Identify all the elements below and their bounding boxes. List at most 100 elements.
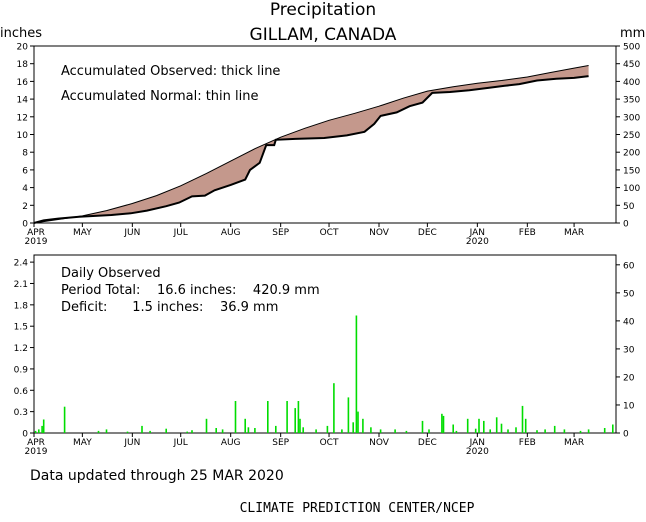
daily-bar xyxy=(234,401,237,433)
accumulated-observed-note: Accumulated Observed: thick line xyxy=(61,64,280,79)
credit-label: CLIMATE PREDICTION CENTER/NCEP xyxy=(240,501,475,516)
daily-bar xyxy=(603,428,606,433)
daily-bar xyxy=(442,415,445,433)
top-axis-month-label: AUG xyxy=(221,228,241,238)
daily-bar xyxy=(500,423,503,433)
top-right-axis-tick-label: 400 xyxy=(623,78,640,88)
bottom-axis-month-label: AUG xyxy=(221,438,241,448)
daily-panel: 00.30.60.91.21.51.82.12.4 0102030405060 … xyxy=(14,254,635,457)
right-unit-label: mm xyxy=(620,26,645,41)
daily-bar xyxy=(315,429,317,433)
daily-bar xyxy=(286,401,288,433)
daily-bar xyxy=(326,425,329,433)
daily-bar xyxy=(579,430,582,433)
bottom-right-axis-tick-label: 50 xyxy=(623,289,635,299)
daily-bar xyxy=(186,431,188,433)
accumulated-normal-note: Accumulated Normal: thin line xyxy=(61,89,259,104)
bottom-axis-month-label: DEC xyxy=(418,438,437,448)
daily-bars xyxy=(34,315,614,433)
bottom-left-axis-tick-label: 0.6 xyxy=(14,387,29,397)
top-left-axis-tick-label: 8 xyxy=(22,149,28,159)
top-left-axis-tick-label: 14 xyxy=(17,96,29,106)
chart-subtitle: GILLAM, CANADA xyxy=(250,25,397,45)
bottom-right-axis-tick-label: 10 xyxy=(623,401,635,411)
daily-bar xyxy=(63,406,66,433)
deficit-note: Deficit: 1.5 inches: 36.9 mm xyxy=(61,300,278,315)
bottom-axis-month-label: APR xyxy=(27,438,45,448)
top-right-axis-tick-label: 100 xyxy=(623,184,640,194)
daily-bar xyxy=(247,427,250,433)
top-left-axis-tick-label: 0 xyxy=(22,220,28,230)
top-right-axis-tick-label: 300 xyxy=(623,113,640,123)
daily-bar xyxy=(267,401,269,433)
top-axis-month-label: NOV xyxy=(369,228,390,238)
daily-bar xyxy=(370,427,372,433)
top-axis-month-label: OCT xyxy=(320,228,339,238)
daily-bar xyxy=(355,315,358,433)
bottom-axis-month-label: JUL xyxy=(173,438,188,448)
daily-bar xyxy=(587,429,590,433)
bottom-right-axis-tick-label: 60 xyxy=(623,261,635,271)
period-total-note: Period Total: 16.6 inches: 420.9 mm xyxy=(61,283,320,298)
bottom-month-axis: APR MAY JUN JUL AUG SEP OCT NOV DEC JAN FEB MAR 2019… xyxy=(25,433,584,457)
daily-observed-note: Daily Observed xyxy=(61,266,161,281)
top-right-axis-tick-label: 350 xyxy=(623,96,640,106)
daily-bar xyxy=(478,418,480,433)
bottom-axis-month-label: NOV xyxy=(369,438,390,448)
daily-bar xyxy=(215,428,217,433)
top-month-axis: APR MAY JUN JUL AUG SEP OCT NOV DEC JAN FEB MAR 2019… xyxy=(25,223,584,247)
top-right-axis-tick-label: 50 xyxy=(623,202,635,212)
chart-title: Precipitation xyxy=(270,0,376,20)
daily-bar xyxy=(191,430,193,433)
top-right-axis-tick-label: 450 xyxy=(623,60,640,70)
daily-bar xyxy=(275,425,277,433)
bottom-left-axis-tick-label: 2.1 xyxy=(14,280,28,290)
top-series-lines xyxy=(33,65,589,224)
daily-bar xyxy=(97,430,100,433)
top-axis-month-label: APR xyxy=(27,228,45,238)
bottom-left-axis-tick-label: 1.2 xyxy=(14,344,28,354)
bottom-axis-month-label: FEB xyxy=(519,438,536,448)
top-axis-month-label: DEC xyxy=(418,228,437,238)
daily-bar xyxy=(34,430,37,433)
top-left-axis-tick-label: 16 xyxy=(17,78,29,88)
top-right-axis-tick-label: 150 xyxy=(623,166,640,176)
daily-bar xyxy=(553,425,556,433)
bottom-right-axis: 0 10 20 30 40 50 60 xyxy=(616,261,635,440)
daily-bar xyxy=(536,430,538,433)
bottom-left-axis-tick-label: 2.4 xyxy=(14,259,29,269)
bottom-left-axis-tick-label: 0.3 xyxy=(14,408,28,418)
left-unit-label: inches xyxy=(0,26,42,41)
daily-bar xyxy=(357,411,359,433)
top-left-axis-tick-label: 18 xyxy=(17,60,29,70)
top-right-axis-tick-label: 0 xyxy=(623,220,629,230)
top-axis-month-label: MAY xyxy=(73,228,92,238)
top-right-axis-tick-label: 500 xyxy=(623,43,640,53)
daily-bar xyxy=(41,425,43,433)
daily-bar xyxy=(421,420,424,433)
top-left-axis-tick-label: 4 xyxy=(22,184,28,194)
top-axis-month-label: MAR xyxy=(564,228,584,238)
top-axis-month-label: SEP xyxy=(272,228,289,238)
bottom-plot-frame xyxy=(33,254,617,434)
bottom-axis-year-label: 2020 xyxy=(466,447,489,457)
bottom-axis-year-label: 2019 xyxy=(25,447,48,457)
daily-bar xyxy=(544,429,546,433)
accumulated-panel: 0 2 4 6 8 10 12 14 16 18 20 0 50 100 150 200 250 300 350 4… xyxy=(17,43,641,248)
daily-bar xyxy=(141,425,143,433)
top-axis-month-label: JUL xyxy=(173,228,188,238)
top-left-axis-tick-label: 6 xyxy=(22,166,28,176)
top-left-axis-tick-label: 10 xyxy=(17,131,29,141)
daily-bar xyxy=(515,427,517,433)
data-updated-note: Data updated through 25 MAR 2020 xyxy=(30,468,284,484)
daily-bar xyxy=(126,431,129,433)
daily-bar xyxy=(466,418,469,433)
daily-bar xyxy=(299,418,301,433)
bottom-axis-month-label: SEP xyxy=(272,438,289,448)
daily-bar xyxy=(341,429,343,433)
top-left-axis-tick-label: 12 xyxy=(17,113,28,123)
daily-bar xyxy=(379,429,382,433)
daily-bar xyxy=(244,418,246,433)
bottom-axis-month-label: JAN xyxy=(469,438,485,448)
daily-bar xyxy=(483,420,485,433)
